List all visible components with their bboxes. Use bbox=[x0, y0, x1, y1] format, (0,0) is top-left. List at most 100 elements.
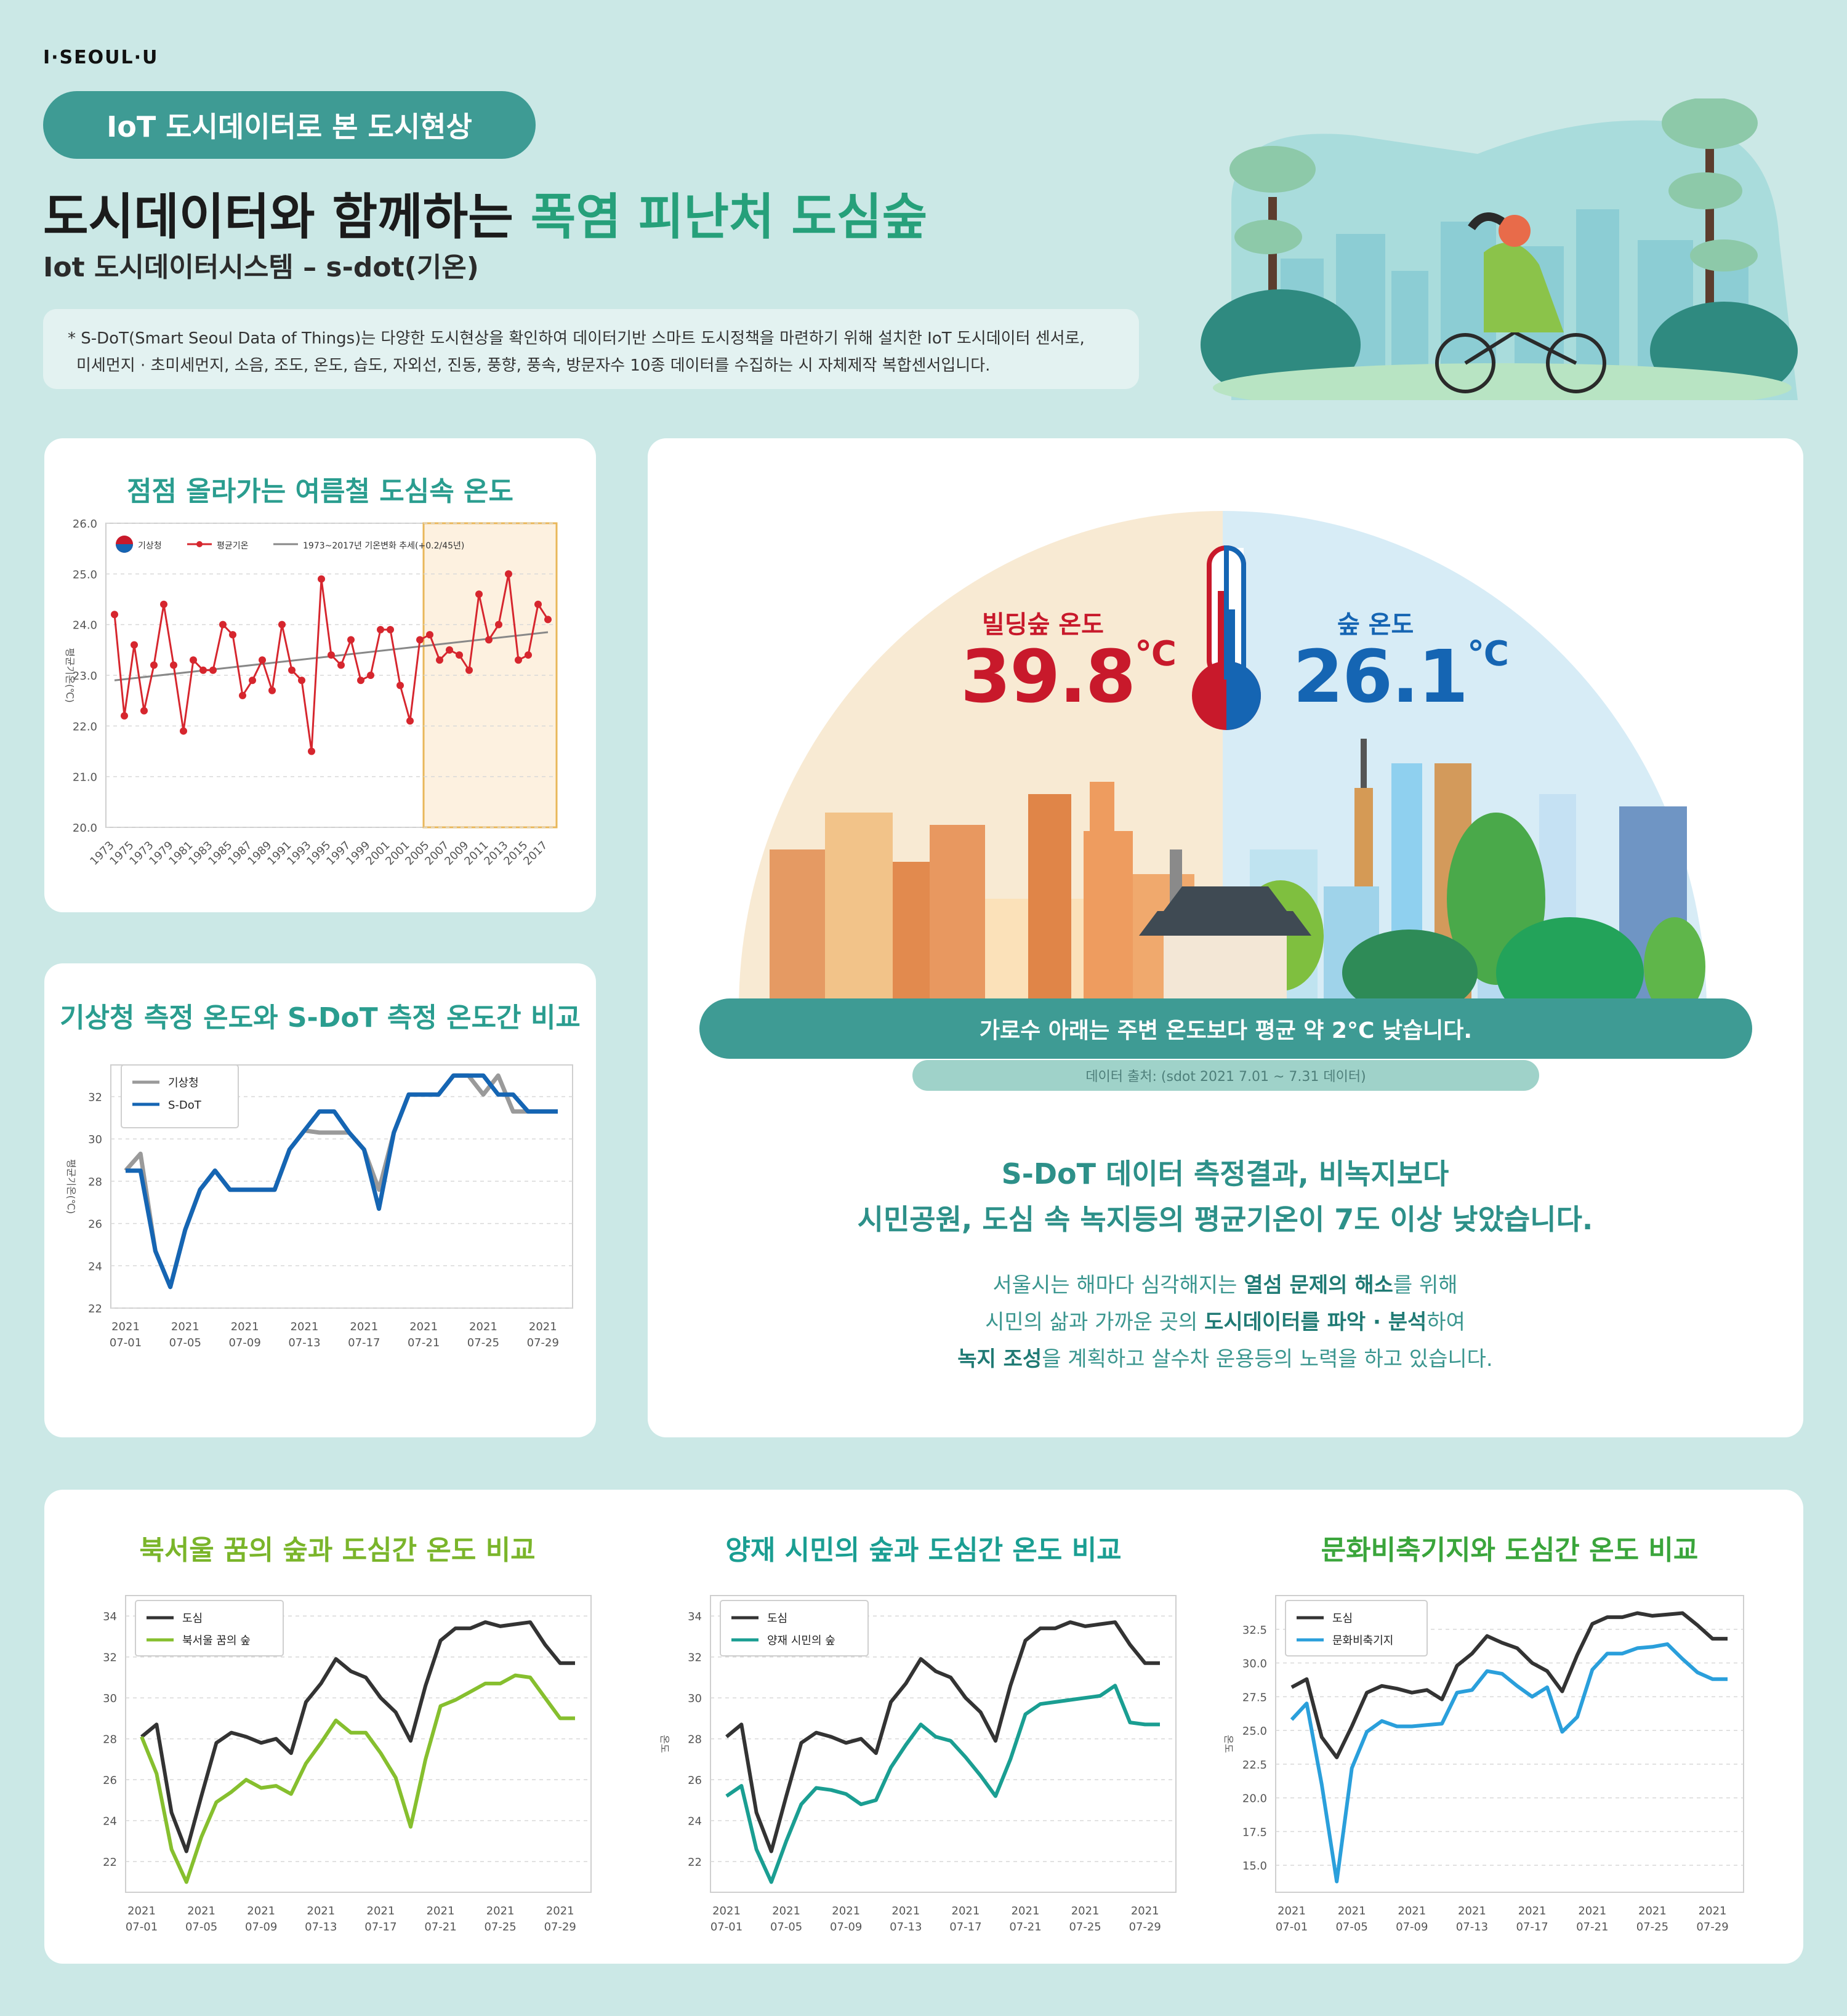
data-point bbox=[150, 661, 158, 669]
data-point bbox=[259, 656, 266, 664]
data-point bbox=[505, 570, 512, 578]
x-tick-year: 2021 bbox=[952, 1905, 980, 1918]
x-tick-year: 2021 bbox=[1398, 1905, 1426, 1918]
legend-box bbox=[121, 1064, 239, 1128]
y-axis-label: 온도 bbox=[659, 1735, 670, 1753]
data-point bbox=[377, 625, 384, 633]
x-tick-date: 07-21 bbox=[408, 1336, 440, 1349]
x-tick-date: 07-13 bbox=[305, 1921, 337, 1934]
x-tick-year: 2021 bbox=[832, 1905, 860, 1918]
street-tree-banner: 가로수 아래는 주변 온도보다 평균 약 2°C 낮습니다. bbox=[699, 998, 1752, 1059]
x-tick-date: 07-17 bbox=[348, 1336, 380, 1349]
page-title: 도시데이터와 함께하는 폭염 피난처 도심숲 bbox=[43, 177, 927, 249]
x-tick-date: 07-21 bbox=[1576, 1921, 1608, 1934]
policy-description: 서울시는 해마다 심각해지는 열섬 문제의 해소를 위해 시민의 삶과 가까운 … bbox=[653, 1267, 1798, 1378]
y-tick-label: 32 bbox=[88, 1091, 102, 1104]
desc-text: 시민의 삶과 가까운 곳의 bbox=[985, 1310, 1205, 1335]
legend-trend-label: 1973~2017년 기온변화 추세(+0.2/45년) bbox=[303, 541, 464, 551]
building-temp-number: 39.8 bbox=[960, 634, 1136, 719]
city-forest-illustration bbox=[739, 511, 1707, 1010]
x-tick-year: 2021 bbox=[187, 1905, 215, 1918]
desc-line-1: 서울시는 해마다 심각해지는 열섬 문제의 해소를 위해 bbox=[653, 1267, 1798, 1304]
x-tick-date: 07-25 bbox=[484, 1921, 516, 1934]
x-tick-year: 2021 bbox=[712, 1905, 741, 1918]
x-tick-date: 07-13 bbox=[1456, 1921, 1488, 1934]
desc-text: 을 계획하고 살수차 운용등의 노력을 하고 있습니다. bbox=[1042, 1347, 1493, 1371]
x-tick-year: 2021 bbox=[1578, 1905, 1606, 1918]
y-tick-label: 28 bbox=[688, 1733, 702, 1746]
x-tick-year: 2021 bbox=[1278, 1905, 1306, 1918]
result-line-1: S-DoT 데이터 측정결과, 비녹지보다 bbox=[1001, 1157, 1449, 1191]
x-tick-date: 07-09 bbox=[245, 1921, 277, 1934]
data-point bbox=[209, 666, 217, 674]
legend-label: 북서울 꿈의 숲 bbox=[182, 1634, 251, 1647]
desc-text: 하여 bbox=[1426, 1310, 1465, 1335]
yangjae-chart: 22 24 26 28 30 32 34 2021 07-01 2021 07-05 2021 07-0… bbox=[659, 1595, 1177, 1934]
data-point bbox=[436, 656, 443, 664]
data-point bbox=[534, 600, 542, 608]
x-tick-date: 07-05 bbox=[770, 1921, 802, 1934]
y-tick-label: 32 bbox=[688, 1652, 702, 1665]
data-point bbox=[328, 651, 335, 659]
desc-line-3: 녹지 조성을 계획하고 살수차 운용등의 노력을 하고 있습니다. bbox=[653, 1341, 1798, 1378]
park-cyclist-illustration bbox=[1201, 98, 1798, 400]
x-tick-year: 2021 bbox=[1131, 1905, 1159, 1918]
y-tick-label: 26 bbox=[103, 1774, 117, 1787]
y-tick-label: 30 bbox=[688, 1692, 702, 1705]
y-tick-label: 30 bbox=[88, 1133, 102, 1146]
x-tick-date: 07-25 bbox=[1636, 1921, 1668, 1934]
x-tick-year: 2021 bbox=[171, 1320, 199, 1333]
kma-chart-title: 점점 올라가는 여름철 도심속 온도 bbox=[127, 476, 513, 507]
x-tick-year: 2021 bbox=[367, 1905, 395, 1918]
x-tick-year: 2021 bbox=[529, 1320, 557, 1333]
desc-text: 서울시는 해마다 심각해지는 bbox=[992, 1273, 1244, 1298]
brand-logo: I·SEOUL·U bbox=[43, 47, 159, 68]
data-point bbox=[337, 661, 345, 669]
x-tick-date: 07-29 bbox=[544, 1921, 576, 1934]
legend-logo-label: 기상청 bbox=[138, 541, 162, 551]
x-tick-year: 2021 bbox=[427, 1905, 455, 1918]
y-axis-label: 평균기온(℃) bbox=[65, 1159, 77, 1214]
data-point bbox=[357, 677, 364, 685]
y-tick-label: 26.0 bbox=[73, 518, 97, 531]
x-tick-year: 2021 bbox=[409, 1320, 438, 1333]
data-point bbox=[367, 672, 374, 679]
data-point bbox=[278, 620, 286, 628]
series-line-2 bbox=[725, 1684, 1160, 1884]
series-line-1 bbox=[140, 1620, 575, 1853]
x-tick-date: 07-13 bbox=[288, 1336, 320, 1349]
x-tick-date: 07-05 bbox=[1335, 1921, 1367, 1934]
x-tick-date: 07-21 bbox=[424, 1921, 456, 1934]
y-tick-label: 27.5 bbox=[1242, 1691, 1267, 1704]
series-line-2 bbox=[1290, 1642, 1728, 1884]
park-comparison-card: 북서울 꿈의 숲과 도심간 온도 비교 양재 시민의 숲과 도심간 온도 비교 … bbox=[44, 1490, 1803, 1964]
y-tick-label: 25.0 bbox=[1242, 1725, 1267, 1738]
y-tick-label: 32.5 bbox=[1242, 1624, 1267, 1637]
y-tick-label: 25.0 bbox=[73, 568, 97, 581]
desc-bold: 도시데이터를 파악 · 분석 bbox=[1204, 1310, 1427, 1335]
x-tick-date: 07-17 bbox=[1516, 1921, 1548, 1934]
x-tick-date: 07-21 bbox=[1009, 1921, 1041, 1934]
x-tick-date: 07-25 bbox=[1069, 1921, 1101, 1934]
x-tick-year: 2021 bbox=[111, 1320, 140, 1333]
data-source: 데이터 출처: (sdot 2021 7.01 ~ 7.31 데이터) bbox=[912, 1060, 1539, 1091]
x-tick-date: 07-01 bbox=[126, 1921, 158, 1934]
y-tick-label: 24 bbox=[688, 1815, 702, 1828]
y-tick-label: 22.5 bbox=[1242, 1759, 1267, 1772]
data-point bbox=[111, 611, 118, 619]
y-tick-label: 26 bbox=[688, 1774, 702, 1787]
series-line-2 bbox=[140, 1673, 575, 1884]
data-point bbox=[131, 641, 138, 649]
note-line-1: * S-DoT(Smart Seoul Data of Things)는 다양한… bbox=[68, 329, 1085, 348]
data-point bbox=[318, 575, 325, 583]
data-point bbox=[239, 691, 246, 699]
data-point bbox=[396, 681, 404, 689]
x-tick-year: 2021 bbox=[891, 1905, 920, 1918]
desc-line-2: 시민의 삶과 가까운 곳의 도시데이터를 파악 · 분석하여 bbox=[653, 1304, 1798, 1341]
x-tick-year: 2021 bbox=[1638, 1905, 1667, 1918]
kma-sdot-chart: 22 24 26 28 30 32 2021 07-01 2021 07-05 2021 07-09 2… bbox=[65, 1064, 573, 1349]
legend-label: 기상청 bbox=[168, 1077, 199, 1090]
x-tick-year: 2021 bbox=[1012, 1905, 1040, 1918]
kma-logo-icon-half bbox=[116, 544, 133, 553]
data-point bbox=[416, 636, 424, 644]
